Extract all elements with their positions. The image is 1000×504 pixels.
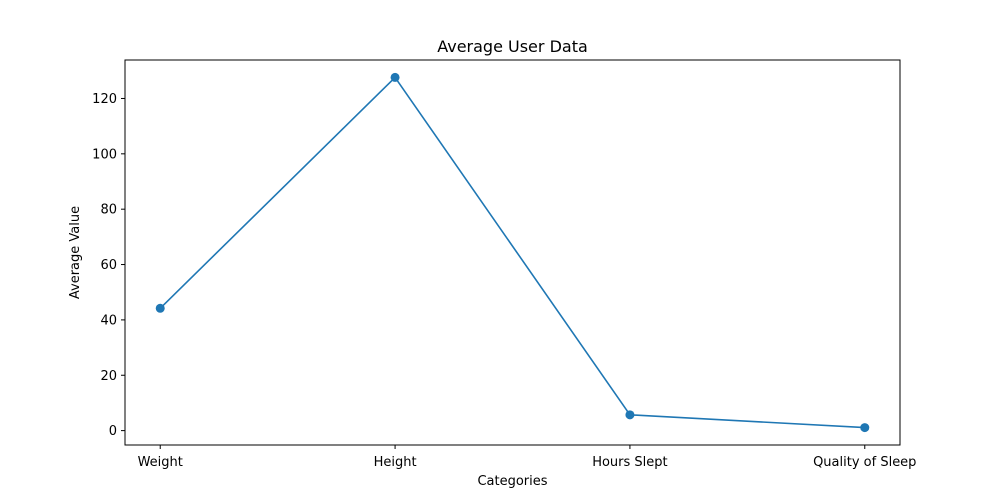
data-point	[860, 423, 870, 433]
y-tick-label: 0	[109, 424, 117, 439]
plot-area	[155, 72, 870, 433]
x-tick-label: Quality of Sleep	[813, 455, 916, 470]
x-tick-label: Hours Slept	[592, 455, 667, 470]
y-tick-label: 40	[100, 313, 117, 328]
data-point	[625, 410, 635, 420]
chart-title: Average User Data	[437, 37, 588, 56]
x-tick-label: Height	[374, 455, 417, 470]
plot-frame	[124, 59, 901, 446]
data-point	[390, 72, 400, 82]
y-tick-label: 100	[92, 147, 117, 162]
data-point	[155, 303, 165, 313]
y-tick-label: 60	[100, 258, 117, 273]
y-tick-label: 20	[100, 369, 117, 384]
series-line	[159, 76, 866, 429]
y-tick-label: 80	[100, 203, 117, 218]
x-tick-label: Weight	[138, 455, 183, 470]
x-axis-label: Categories	[477, 474, 547, 489]
y-axis-label: Average Value	[68, 206, 83, 299]
y-tick-label: 120	[92, 92, 117, 107]
